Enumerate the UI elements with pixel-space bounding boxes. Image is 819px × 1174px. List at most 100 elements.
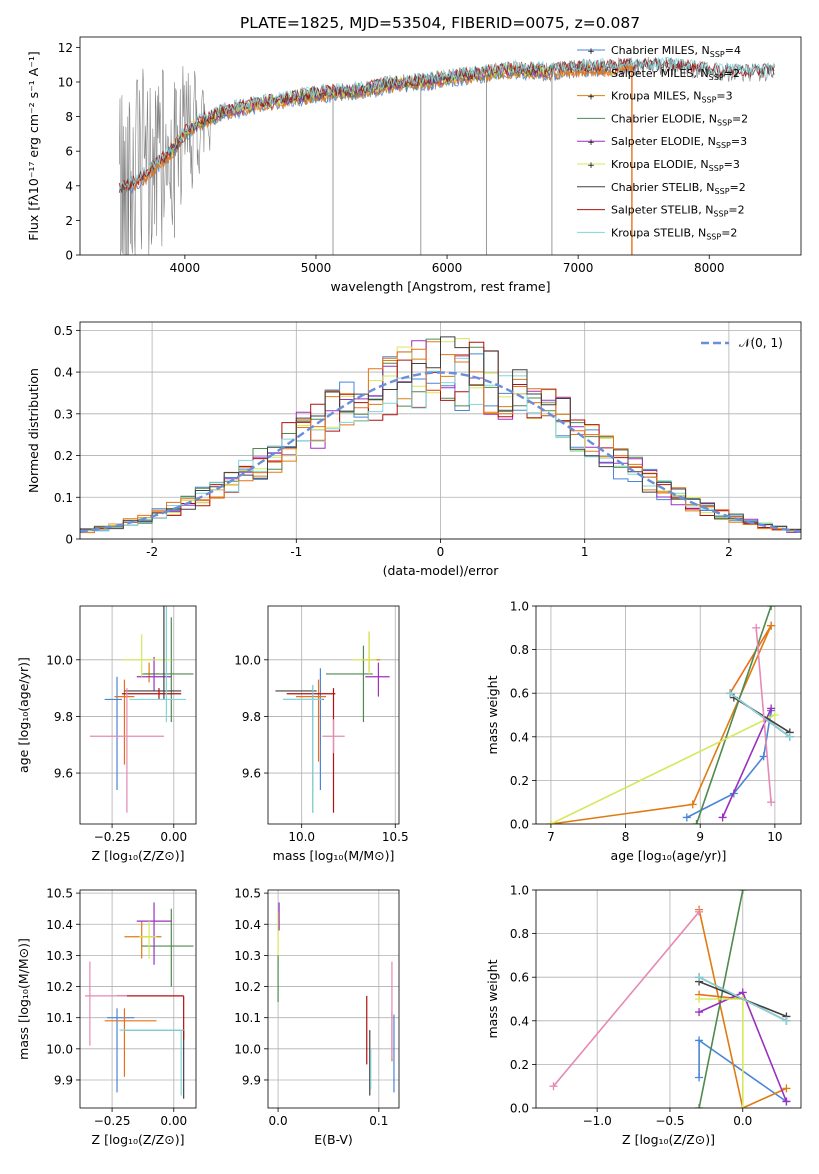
weight-series-line: [755, 627, 772, 803]
legend-entry-text: Kroupa ELODIE, N: [611, 158, 709, 171]
x-tick-label: 0.0: [733, 1114, 752, 1128]
panel-age-vs-mass: 10.0 10.5 9.6 9.8 10.0 mass [log₁₀(M/M⊙)]: [234, 605, 409, 863]
legend-entry: 𝒩(0, 1): [739, 336, 783, 350]
y-tick-label: 0.8: [510, 927, 529, 941]
legend-entry: Salpeter STELIB, NSSP=2: [611, 204, 745, 219]
y-tick-label: 0.1: [54, 491, 73, 505]
residual-histogram-step: [80, 336, 801, 530]
weight-series: [695, 988, 791, 1106]
legend-entry-sub: SSP: [701, 96, 716, 105]
weight-point-marker: [695, 973, 704, 982]
weight-point-marker: [767, 606, 776, 610]
legend-entry-sub: SSP: [717, 118, 732, 127]
weight-series-line: [698, 976, 787, 1022]
weight-series: [718, 704, 776, 822]
y-tick-label: 0: [65, 533, 73, 547]
x-tick-label: 8000: [694, 261, 725, 275]
y-tick-label: 0.5: [54, 324, 73, 338]
weight-series: [695, 1036, 791, 1106]
y-tick-label: 2: [65, 214, 73, 228]
errorbar-point: [124, 921, 162, 959]
y-tick-label: 0.8: [510, 643, 529, 657]
legend-entry: Kroupa MILES, NSSP=3: [611, 90, 733, 105]
legend-entry-text: Kroupa MILES, N: [611, 90, 701, 103]
ticks-age-vs-mass: 10.0 10.5 9.6 9.8 10.0: [234, 653, 408, 844]
y-tick-label: 10.2: [46, 980, 73, 994]
legend-entry: Salpeter ELODIE, NSSP=3: [611, 135, 747, 150]
y-tick-label: 10.4: [46, 918, 73, 932]
weight-series: [695, 973, 791, 1025]
x-tick-label: 0.00: [160, 1114, 187, 1128]
x-tick-label: −0.25: [94, 830, 131, 844]
legend-entry: Chabrier STELIB, NSSP=2: [611, 181, 746, 196]
y-tick-label: 0.4: [54, 366, 73, 380]
y-tick-label: 0: [65, 249, 73, 263]
weight-point-marker: [767, 798, 776, 807]
observed-spectrum-line: [119, 57, 776, 255]
weight-point-marker: [718, 813, 727, 822]
x-tick-label: −0.25: [94, 1114, 131, 1128]
axes-frame-spectrum: [79, 36, 802, 256]
x-axis-label: mass [log₁₀(M/M⊙)]: [273, 848, 395, 863]
axes-frame-mass-vs-Z: [79, 889, 197, 1109]
errorbar-point: [282, 685, 323, 813]
grid-age-vs-Z: [80, 606, 196, 824]
legend-entry: Kroupa ELODIE, NSSP=3: [611, 158, 740, 173]
y-tick-label: 1.0: [510, 884, 529, 898]
weight-series-line: [695, 606, 772, 824]
weight-point-marker: [682, 813, 691, 822]
y-tick-label: 10.4: [234, 918, 261, 932]
y-tick-label: 9.6: [54, 767, 73, 781]
weight-series-line: [552, 911, 700, 1087]
y-axis-label: Flux [fλ10⁻¹⁷ erg cm⁻² s⁻¹ A⁻¹]: [26, 51, 41, 240]
ticks-massweight-vs-age: 7 8 9 10 0.0 0.2 0.4 0.6 0.8 1.0: [510, 600, 783, 845]
x-tick-label: 1: [581, 545, 589, 559]
weight-point-marker: [785, 732, 794, 741]
x-tick-label: 0.0: [269, 1114, 288, 1128]
y-tick-label: 0.6: [510, 687, 529, 701]
grid-massweight-vs-Z: [536, 889, 801, 1109]
weight-point-marker: [695, 1104, 704, 1108]
x-tick-label: −0.5: [655, 1114, 684, 1128]
weight-series-line: [699, 998, 744, 1108]
legend-entry-sub: SSP: [709, 73, 724, 82]
x-tick-label: 7: [547, 830, 555, 844]
x-tick-label: 5000: [301, 261, 332, 275]
legend-entry-text: Chabrier MILES, N: [611, 44, 710, 57]
weight-point-marker: [752, 623, 761, 632]
errorbar-point: [121, 634, 172, 677]
x-tick-label: −1.0: [583, 1114, 612, 1128]
weight-series: [546, 621, 776, 824]
y-tick-label: 0.4: [510, 1014, 529, 1028]
y-tick-label: 10.5: [46, 887, 73, 901]
errorbar-point: [326, 645, 373, 723]
weight-point-marker: [782, 1097, 791, 1106]
legend-entry-text: Chabrier ELODIE, N: [611, 112, 717, 125]
weight-series-line: [729, 625, 772, 694]
weight-series-line: [550, 625, 772, 824]
y-tick-label: 12: [58, 41, 73, 55]
errorbar-point: [275, 685, 317, 813]
plot-area-mass-vs-Z: [84, 902, 194, 1099]
weight-series-line: [686, 710, 772, 819]
x-tick-label: 6000: [432, 261, 463, 275]
weight-point-marker: [767, 621, 776, 630]
panel-mass-vs-EBV: 0.0 0.1 9.9 10.0 10.1 10.2 10.3 10.4 10.5 E(B-V): [234, 887, 400, 1147]
x-axis-label: (data-model)/error: [383, 563, 500, 578]
weight-point-marker: [695, 1073, 704, 1082]
x-tick-label: 7000: [563, 261, 594, 275]
legend-marker: +: [587, 161, 595, 171]
y-tick-label: 9.9: [242, 1073, 261, 1087]
y-tick-label: 0.2: [510, 1058, 529, 1072]
x-tick-label: 2: [725, 545, 733, 559]
legend-entry-suffix: =2: [721, 226, 737, 239]
weight-point-marker: [695, 907, 704, 916]
axes-frame-massweight-vs-age: [535, 605, 802, 825]
legend-entry-suffix: =3: [731, 135, 747, 148]
errorbar-point: [352, 631, 377, 674]
ticks-spectrum: 4000 5000 6000 7000 8000 0 2 4 6 8 10 12: [58, 41, 725, 275]
legend-marker: +: [587, 138, 595, 148]
panel-mass-vs-Z: −0.25 0.00 9.9 10.0 10.1 10.2 10.3 10.4 10.5 Z [l…: [16, 887, 197, 1147]
x-tick-label: 4000: [170, 261, 201, 275]
